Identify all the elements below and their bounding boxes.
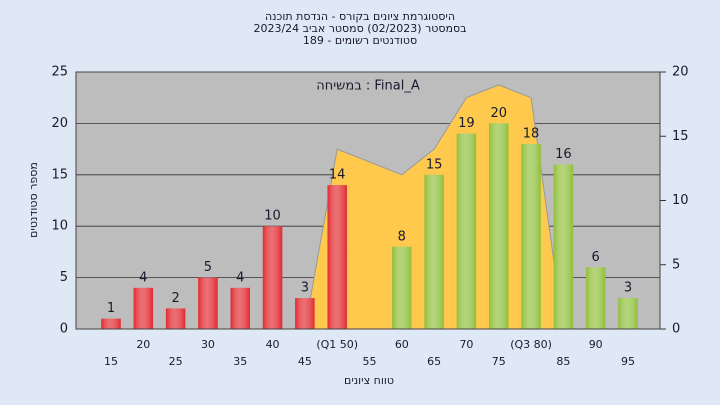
x-tick-label: 95 [621, 355, 635, 368]
value-label: 4 [139, 270, 147, 285]
y-tick-label: 15 [51, 167, 68, 182]
y-tick-label: 25 [51, 65, 68, 80]
y2-tick-label: 10 [672, 193, 689, 208]
value-label: 5 [204, 260, 212, 275]
annotation: Final_A : במשיחה [316, 79, 420, 94]
value-label: 10 [264, 209, 281, 224]
value-label: 6 [592, 250, 600, 265]
value-label: 1 [107, 301, 115, 316]
value-label: 18 [523, 126, 540, 141]
y-axis-label: מספר סטודנטים [27, 162, 40, 238]
x-tick-label: 65 [427, 355, 441, 368]
y-tick-label: 10 [51, 219, 68, 234]
value-label: 3 [301, 281, 309, 296]
bar-shine [133, 287, 154, 329]
x-axis-label: טווח ציונים [344, 374, 394, 387]
x-tick-label: 85 [556, 355, 570, 368]
value-label: 8 [398, 229, 406, 244]
x-tick-label: 35 [233, 355, 247, 368]
plot-frame [75, 71, 661, 330]
bar-shine [165, 308, 186, 329]
y2-tick-label: 15 [672, 129, 689, 144]
x-tick-label: 60 [395, 338, 409, 351]
value-label: 20 [490, 106, 507, 121]
x-tick-label: 20 [136, 338, 150, 351]
bar-shine [198, 277, 218, 329]
bar-shine [618, 298, 638, 329]
x-tick-label: 90 [589, 338, 603, 351]
bar-shine [392, 246, 412, 329]
value-label: 2 [171, 291, 179, 306]
x-tick-label: (Q3 80) [510, 338, 552, 351]
x-tick-label: 15 [104, 355, 118, 368]
bar-shine [424, 174, 444, 329]
bar-shine [262, 226, 283, 329]
y-tick-label: 20 [51, 116, 68, 131]
value-label: 19 [458, 116, 475, 131]
y-tick-label: 5 [60, 270, 68, 285]
y2-tick-label: 20 [672, 65, 689, 80]
bar-shine [489, 123, 509, 330]
bar-shine [101, 318, 121, 329]
bar-shine [585, 267, 606, 329]
y-tick-label: 0 [60, 322, 68, 337]
x-tick-label: 70 [459, 338, 473, 351]
value-label: 16 [555, 147, 572, 162]
x-tick-label: 30 [201, 338, 215, 351]
bar-shine [521, 143, 541, 329]
y2-tick-label: 5 [672, 257, 680, 272]
value-label: 3 [624, 281, 632, 296]
value-label: 15 [426, 157, 443, 172]
chart-subtitle: סטודנטים רשומים - 189 [303, 34, 417, 47]
bar-shine [230, 287, 250, 329]
x-tick-label: 40 [266, 338, 280, 351]
x-tick-label: 55 [363, 355, 377, 368]
value-label: 4 [236, 270, 244, 285]
x-tick-label: (Q1 50) [316, 338, 358, 351]
bar-shine [456, 133, 477, 329]
x-tick-label: 25 [169, 355, 183, 368]
value-label: 14 [329, 168, 346, 183]
chart-title: היסטוגרמת ציונים בקורס - הנדסת תוכנה [265, 10, 455, 23]
bar-shine [553, 164, 574, 329]
bar-shine [295, 298, 315, 329]
x-tick-label: 75 [492, 355, 506, 368]
bar-shine [327, 185, 347, 329]
x-tick-label: 45 [298, 355, 312, 368]
y2-tick-label: 0 [672, 322, 680, 337]
chart-subtitle: בסמסטר (02/2023) סמסטר אביב 2023/24 [253, 22, 466, 35]
